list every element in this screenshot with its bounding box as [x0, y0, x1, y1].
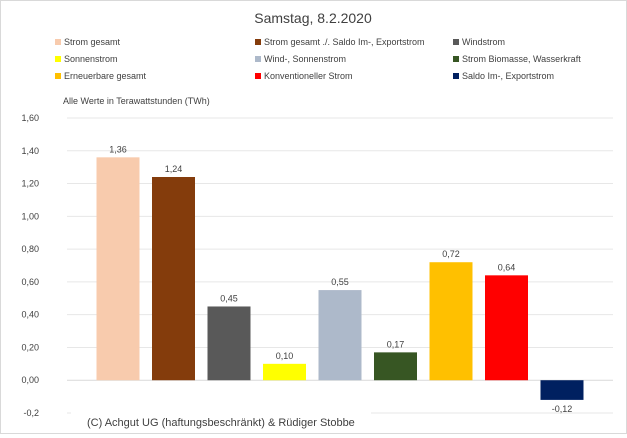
legend-swatch-3	[453, 39, 459, 45]
bar-label-2: 1,24	[165, 164, 183, 174]
legend-label-6: Strom Biomasse, Wasserkraft	[462, 54, 581, 64]
bar-label-4: 0,10	[276, 351, 294, 361]
legend-label-4: Sonnenstrom	[64, 54, 118, 64]
bars	[96, 157, 584, 400]
y-tick-label: 0,20	[21, 342, 39, 352]
y-tick-label: -0,2	[23, 408, 39, 418]
chart-title: Samstag, 8.2.2020	[254, 10, 372, 26]
bar-4	[263, 363, 306, 381]
legend-swatch-2	[255, 39, 261, 45]
legend: Strom gesamt Strom gesamt ./. Saldo Im-, …	[55, 37, 581, 81]
chart-subtitle: Alle Werte in Terawattstunden (TWh)	[63, 96, 210, 106]
bar-1	[96, 157, 140, 381]
legend-swatch-5	[255, 56, 261, 62]
legend-swatch-7	[55, 73, 61, 79]
legend-label-8: Konventioneller Strom	[264, 71, 353, 81]
bar-8	[485, 275, 528, 381]
legend-label-9: Saldo Im-, Exportstrom	[462, 71, 554, 81]
y-axis-ticks: -0,2 0,00 0,20 0,40 0,60 0,80 1,00 1,20 1,40 1,60	[21, 113, 39, 418]
bar-label-6: 0,17	[387, 339, 405, 349]
legend-swatch-1	[55, 39, 61, 45]
legend-swatch-8	[255, 73, 261, 79]
y-tick-label: 1,40	[21, 146, 39, 156]
legend-swatch-4	[55, 56, 61, 62]
bar-2	[152, 177, 195, 381]
bar-5	[318, 290, 362, 381]
bar-value-labels: 1,36 1,24 0,45 0,10 0,55 0,17 0,72 0,64 -0,12	[109, 144, 572, 414]
legend-swatch-6	[453, 56, 459, 62]
y-tick-label: 0,80	[21, 244, 39, 254]
bar-9	[540, 380, 584, 400]
y-tick-label: 1,00	[21, 211, 39, 221]
y-tick-label: 0,40	[21, 310, 39, 320]
bar-7	[429, 262, 473, 381]
bar-3	[207, 306, 251, 381]
legend-label-2: Strom gesamt ./. Saldo Im-, Exportstrom	[264, 37, 425, 47]
annotation-background	[71, 409, 371, 431]
bar-label-8: 0,64	[498, 262, 516, 272]
bar-label-3: 0,45	[220, 293, 238, 303]
bar-label-1: 1,36	[109, 144, 127, 154]
y-tick-label: 1,60	[21, 113, 39, 123]
legend-label-3: Windstrom	[462, 37, 505, 47]
legend-label-7: Erneuerbare gesamt	[64, 71, 147, 81]
bar-label-7: 0,72	[442, 249, 460, 259]
copyright-annotation: (C) Achgut UG (haftungsbeschränkt) & Rüd…	[87, 417, 355, 429]
y-tick-label: 1,20	[21, 179, 39, 189]
y-tick-label: 0,60	[21, 277, 39, 287]
bar-label-5: 0,55	[331, 277, 349, 287]
legend-label-1: Strom gesamt	[64, 37, 121, 47]
bar-6	[374, 352, 417, 381]
legend-swatch-9	[453, 73, 459, 79]
y-tick-label: 0,00	[21, 375, 39, 385]
legend-label-5: Wind-, Sonnenstrom	[264, 54, 346, 64]
bar-label-9: -0,12	[552, 404, 573, 414]
